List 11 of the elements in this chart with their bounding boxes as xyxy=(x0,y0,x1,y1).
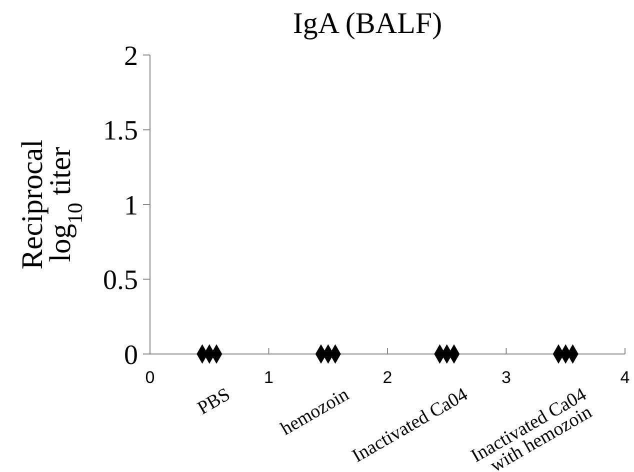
y-tick-label: 2 xyxy=(124,40,138,72)
x-tick-label: 2 xyxy=(382,368,392,387)
x-tick-label: 3 xyxy=(502,368,511,387)
chart-title: IgA (BALF) xyxy=(292,7,442,40)
x-tick-label: 1 xyxy=(264,368,274,387)
x-tick-label: 4 xyxy=(620,368,630,387)
y-tick-label: 1 xyxy=(124,190,138,222)
text: PBS xyxy=(194,384,234,420)
y-tick-label: 0.5 xyxy=(103,265,138,296)
x-tick-label: 0 xyxy=(145,368,155,387)
y-tick-label: 1.5 xyxy=(103,116,138,147)
